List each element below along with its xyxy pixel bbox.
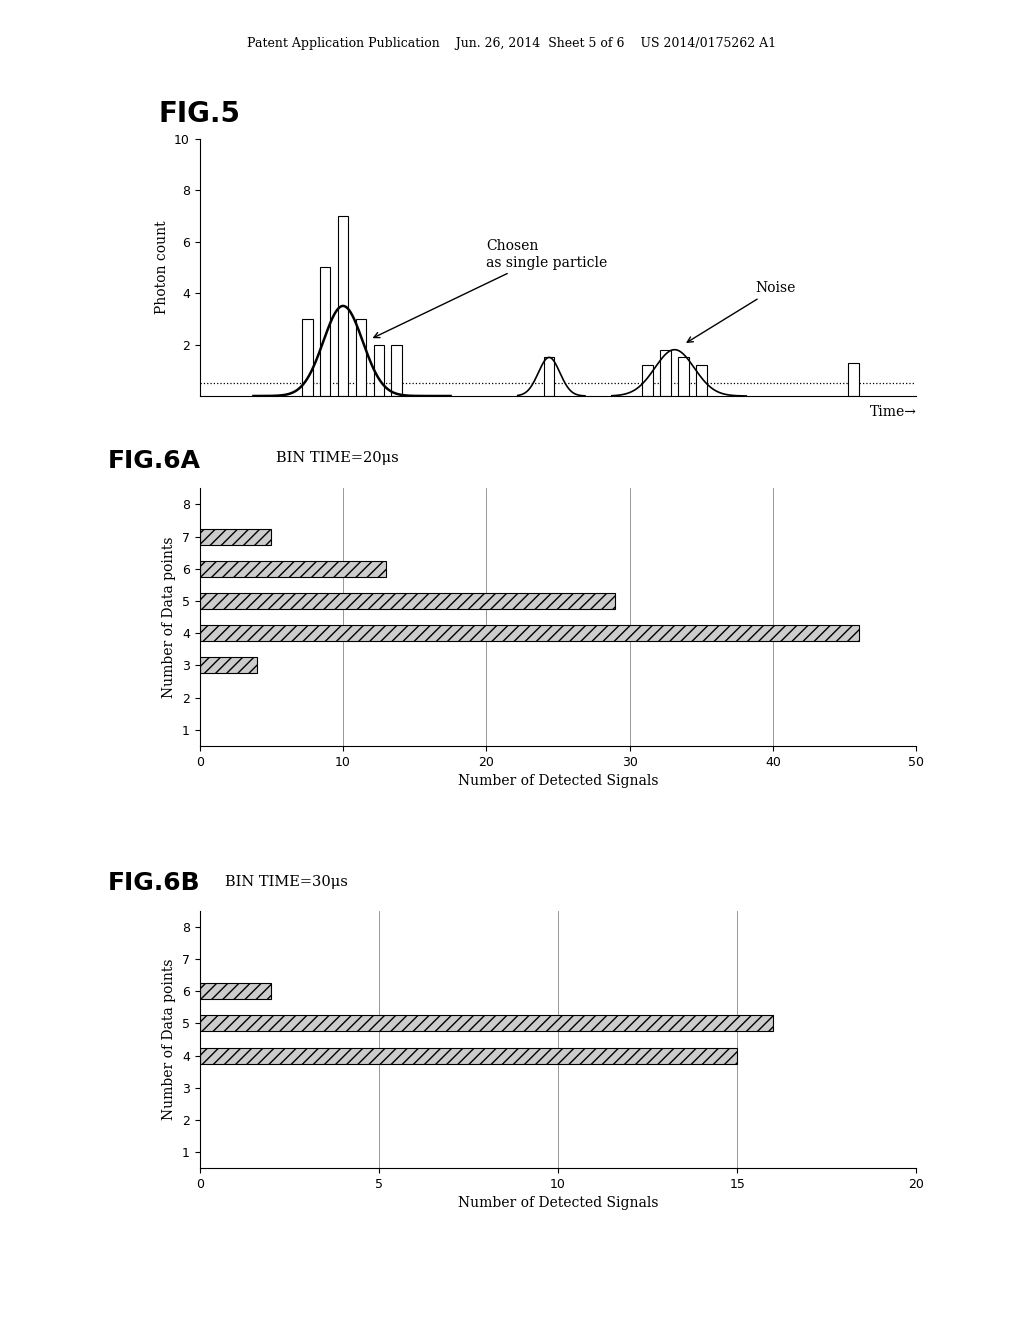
Text: Noise: Noise — [687, 281, 796, 342]
X-axis label: Number of Detected Signals: Number of Detected Signals — [458, 774, 658, 788]
Text: Chosen
as single particle: Chosen as single particle — [374, 239, 607, 338]
Y-axis label: Number of Data points: Number of Data points — [163, 958, 176, 1121]
Text: Time→: Time→ — [869, 405, 916, 420]
Bar — [200, 593, 615, 609]
Bar — [200, 626, 859, 642]
Bar — [338, 215, 348, 396]
X-axis label: Number of Detected Signals: Number of Detected Signals — [458, 1196, 658, 1210]
Y-axis label: Photon count: Photon count — [155, 220, 169, 314]
Bar — [200, 561, 386, 577]
Bar — [319, 267, 331, 396]
Text: BIN TIME=20μs: BIN TIME=20μs — [276, 451, 399, 466]
Bar — [200, 528, 271, 545]
Y-axis label: Number of Data points: Number of Data points — [163, 536, 176, 698]
Bar — [200, 1015, 773, 1031]
Bar — [678, 358, 689, 396]
Text: BIN TIME=30μs: BIN TIME=30μs — [225, 875, 348, 890]
Bar — [660, 350, 671, 396]
Bar — [302, 319, 312, 396]
Bar — [374, 345, 384, 396]
Text: FIG.6A: FIG.6A — [108, 449, 201, 473]
Text: FIG.6B: FIG.6B — [108, 871, 200, 895]
Bar — [544, 358, 554, 396]
Text: FIG.5: FIG.5 — [159, 100, 241, 128]
Bar — [200, 657, 257, 673]
Bar — [391, 345, 402, 396]
Bar — [696, 366, 707, 396]
Text: Patent Application Publication    Jun. 26, 2014  Sheet 5 of 6    US 2014/0175262: Patent Application Publication Jun. 26, … — [248, 37, 776, 50]
Bar — [848, 363, 859, 396]
Bar — [200, 1048, 737, 1064]
Bar — [355, 319, 367, 396]
Bar — [200, 983, 271, 999]
Bar — [642, 366, 653, 396]
